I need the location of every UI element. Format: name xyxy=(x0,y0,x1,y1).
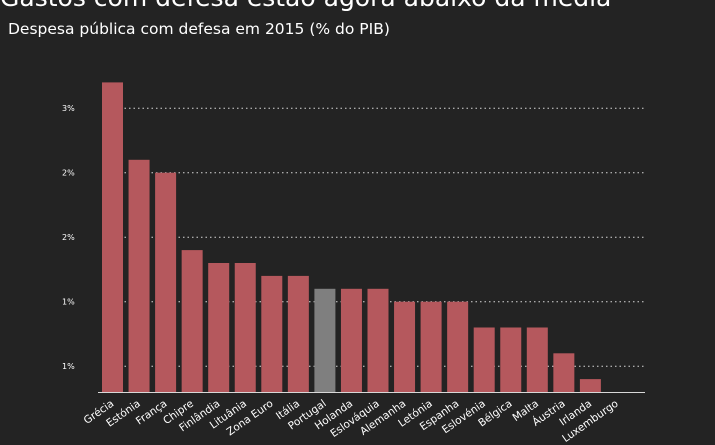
bar-áustria xyxy=(553,353,575,392)
bar-alemanha xyxy=(394,301,416,392)
y-tick-label: 3% xyxy=(62,104,75,113)
bar-portugal xyxy=(314,288,336,392)
bar-frança xyxy=(155,172,177,392)
y-tick-label: 2% xyxy=(62,169,75,178)
y-axis-ticks: 1% 1% 2% 2% 3% xyxy=(62,104,75,371)
y-tick-label: 1% xyxy=(62,362,75,371)
bar-zona-euro xyxy=(261,275,283,392)
bar-letónia xyxy=(420,301,442,392)
bar-eslováquia xyxy=(367,288,389,392)
x-axis-labels: GréciaEstóniaFrançaChipreFinlândiaLituân… xyxy=(82,397,621,445)
bar-chipre xyxy=(181,250,203,392)
y-tick-label: 1% xyxy=(62,298,75,307)
bar-irlanda xyxy=(579,379,601,392)
bar-bélgica xyxy=(500,327,522,392)
bar-holanda xyxy=(340,288,362,392)
bar-malta xyxy=(526,327,548,392)
bars xyxy=(102,82,601,393)
y-tick-label: 2% xyxy=(62,233,75,242)
chart-title: Gastos com defesa estão agora abaixo da … xyxy=(0,0,611,12)
bar-espanha xyxy=(447,301,469,392)
bar-grécia xyxy=(102,82,123,393)
bar-eslovénia xyxy=(473,327,495,392)
bar-lituânia xyxy=(234,263,256,392)
bar-itália xyxy=(287,275,309,392)
bar-finlândia xyxy=(208,263,230,392)
bar-estónia xyxy=(128,159,150,392)
chart-subtitle: Despesa pública com defesa em 2015 (% do… xyxy=(8,20,390,38)
